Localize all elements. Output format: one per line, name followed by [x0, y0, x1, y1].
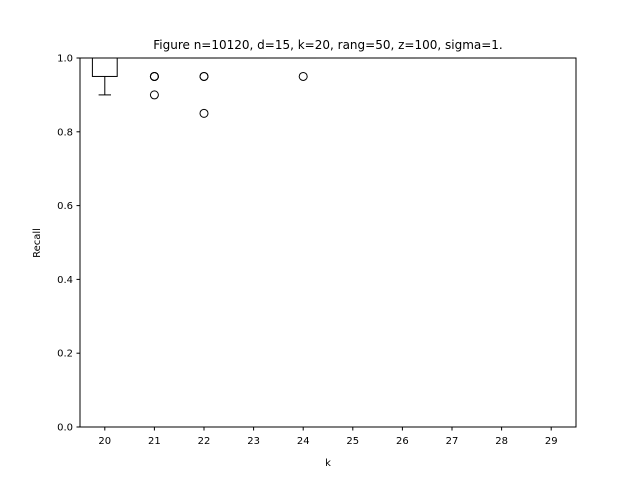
- y-tick-label: 0.8: [57, 127, 73, 138]
- outlier-point: [199, 71, 209, 81]
- box-22: [191, 57, 217, 118]
- x-tick-label: 24: [297, 436, 310, 447]
- outlier-point: [149, 90, 159, 100]
- x-tick-label: 23: [247, 436, 260, 447]
- x-tick-label: 26: [396, 436, 409, 447]
- x-tick-label: 25: [346, 436, 359, 447]
- x-axis-label: k: [325, 458, 331, 469]
- x-tick-label: 27: [446, 436, 459, 447]
- x-tick-label: 21: [148, 436, 161, 447]
- outlier-point: [298, 71, 308, 81]
- axes-frame: [79, 57, 577, 428]
- axes: 0.0 0.2 0.4 0.6 0.8 1.0 20 21 22 23 24 25 26 27 28 29: [57, 54, 577, 447]
- x-tick-label: 20: [98, 436, 111, 447]
- box-body: [91, 57, 118, 77]
- x-tick-label: 22: [198, 436, 211, 447]
- outlier-point: [149, 71, 159, 81]
- box-21: [141, 57, 168, 100]
- x-tick-label: 28: [495, 436, 508, 447]
- y-tick-label: 0.2: [57, 349, 73, 360]
- box-24: [290, 57, 317, 81]
- y-tick-label: 1.0: [57, 54, 73, 65]
- x-tick-label: 29: [545, 436, 558, 447]
- box-20: [91, 57, 118, 96]
- outlier-point: [199, 108, 209, 118]
- plot-area: [91, 57, 565, 118]
- y-tick-label: 0.4: [57, 275, 73, 286]
- y-axis-label: Recall: [32, 228, 43, 258]
- y-tick-label: 0.0: [57, 423, 73, 434]
- y-tick-label: 0.6: [57, 201, 73, 212]
- chart-title: Figure n=10120, d=15, k=20, rang=50, z=1…: [153, 38, 503, 52]
